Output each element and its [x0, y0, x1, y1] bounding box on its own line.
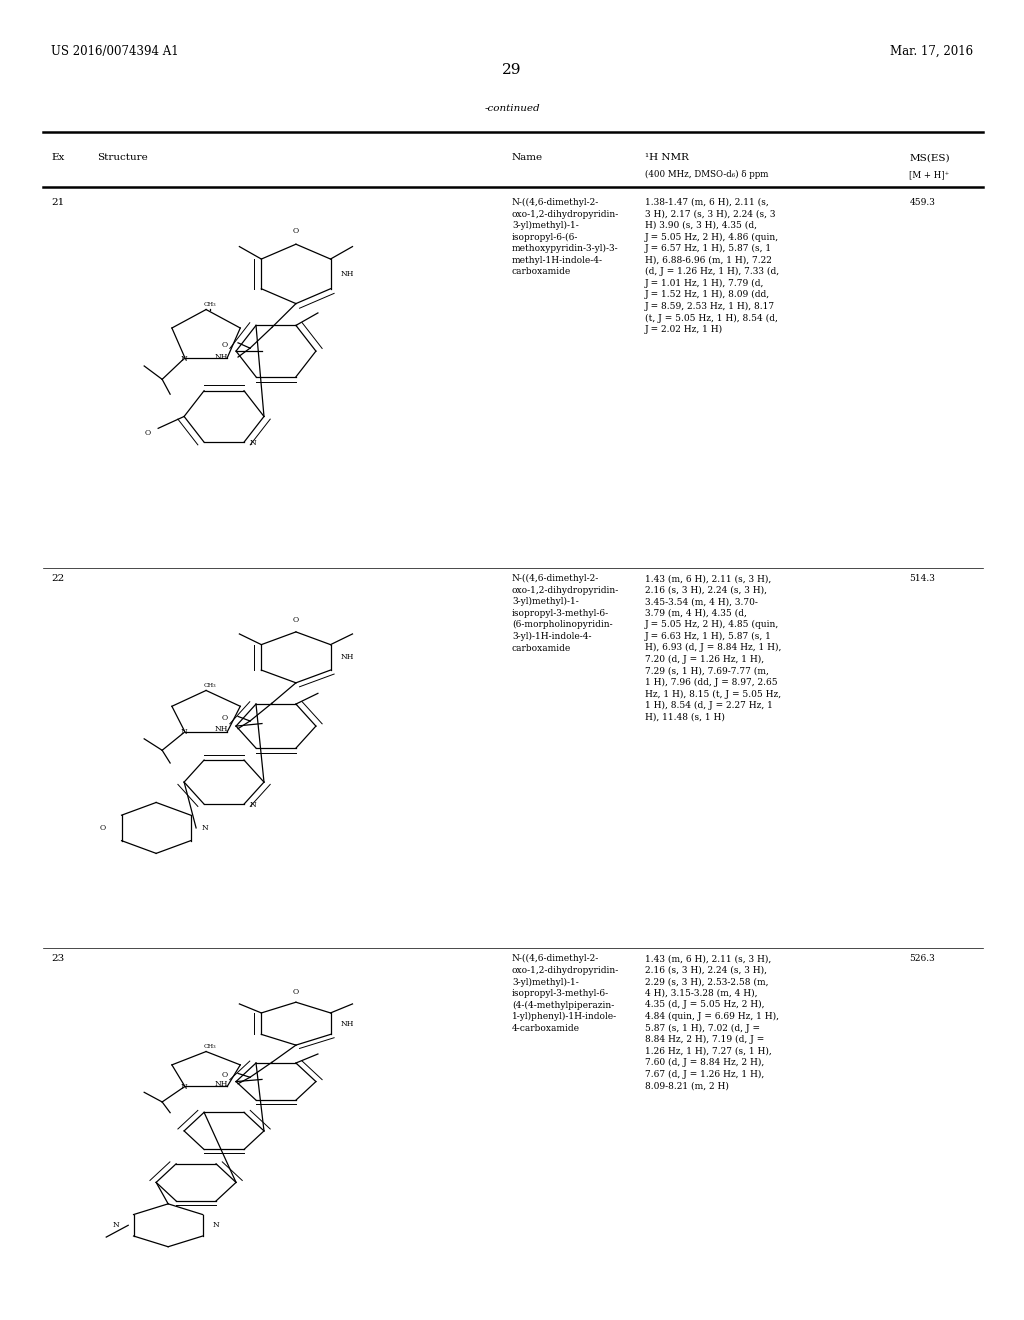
Text: (400 MHz, DMSO-d₆) δ ppm: (400 MHz, DMSO-d₆) δ ppm [645, 170, 768, 180]
Text: US 2016/0074394 A1: US 2016/0074394 A1 [51, 45, 179, 58]
Text: N: N [113, 1221, 120, 1229]
Text: O: O [100, 824, 106, 832]
Text: ¹H NMR: ¹H NMR [645, 153, 689, 162]
Text: N-((4,6-dimethyl-2-
oxo-1,2-dihydropyridin-
3-yl)methyl)-1-
isopropyl-3-methyl-6: N-((4,6-dimethyl-2- oxo-1,2-dihydropyrid… [512, 954, 620, 1032]
Text: O: O [293, 227, 299, 235]
Text: N: N [202, 824, 209, 832]
Text: 1.43 (m, 6 H), 2.11 (s, 3 H),
2.16 (s, 3 H), 2.24 (s, 3 H),
2.29 (s, 3 H), 2.53-: 1.43 (m, 6 H), 2.11 (s, 3 H), 2.16 (s, 3… [645, 954, 779, 1090]
Text: N: N [250, 800, 256, 809]
Text: [M + H]⁺: [M + H]⁺ [909, 170, 949, 180]
Text: N: N [181, 729, 187, 737]
Text: CH₃: CH₃ [204, 682, 216, 688]
Text: Mar. 17, 2016: Mar. 17, 2016 [890, 45, 973, 58]
Text: Name: Name [512, 153, 543, 162]
Text: NH: NH [341, 653, 354, 661]
Text: MS(ES): MS(ES) [909, 153, 950, 162]
Text: NH: NH [215, 725, 228, 733]
Text: 514.3: 514.3 [909, 574, 935, 583]
Text: 29: 29 [502, 63, 522, 78]
Text: 21: 21 [51, 198, 65, 207]
Text: N: N [250, 438, 256, 446]
Text: CH₃: CH₃ [204, 1044, 216, 1049]
Text: 22: 22 [51, 574, 65, 583]
Text: 23: 23 [51, 954, 65, 964]
Text: 1.43 (m, 6 H), 2.11 (s, 3 H),
2.16 (s, 3 H), 2.24 (s, 3 H),
3.45-3.54 (m, 4 H), : 1.43 (m, 6 H), 2.11 (s, 3 H), 2.16 (s, 3… [645, 574, 781, 722]
Text: NH: NH [341, 1019, 354, 1028]
Text: NH: NH [215, 352, 228, 362]
Text: 459.3: 459.3 [909, 198, 935, 207]
Text: O: O [222, 714, 228, 722]
Text: O: O [222, 1071, 228, 1080]
Text: N: N [213, 1221, 219, 1229]
Text: 526.3: 526.3 [909, 954, 935, 964]
Text: N: N [181, 355, 187, 363]
Text: NH: NH [341, 269, 354, 279]
Text: NH: NH [215, 1080, 228, 1088]
Text: O: O [145, 429, 152, 437]
Text: O: O [293, 987, 299, 995]
Text: Structure: Structure [97, 153, 148, 162]
Text: N-((4,6-dimethyl-2-
oxo-1,2-dihydropyridin-
3-yl)methyl)-1-
isopropyl-6-(6-
meth: N-((4,6-dimethyl-2- oxo-1,2-dihydropyrid… [512, 198, 620, 276]
Text: N: N [181, 1082, 187, 1090]
Text: O: O [222, 341, 228, 350]
Text: -continued: -continued [484, 104, 540, 114]
Text: N-((4,6-dimethyl-2-
oxo-1,2-dihydropyridin-
3-yl)methyl)-1-
isopropyl-3-methyl-6: N-((4,6-dimethyl-2- oxo-1,2-dihydropyrid… [512, 574, 620, 652]
Text: CH₃: CH₃ [204, 301, 216, 306]
Text: 1.38-1.47 (m, 6 H), 2.11 (s,
3 H), 2.17 (s, 3 H), 2.24 (s, 3
H) 3.90 (s, 3 H), 4: 1.38-1.47 (m, 6 H), 2.11 (s, 3 H), 2.17 … [645, 198, 779, 334]
Text: Ex: Ex [51, 153, 65, 162]
Text: O: O [293, 616, 299, 624]
